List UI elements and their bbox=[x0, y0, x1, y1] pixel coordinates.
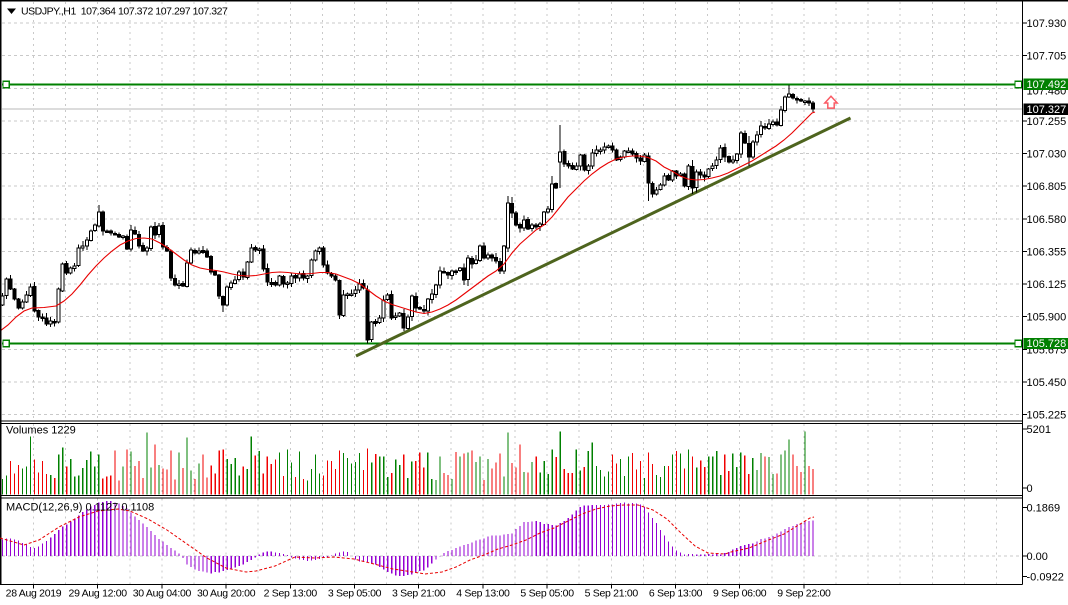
svg-text:MACD(12,26,9) 0.1127 0.1108: MACD(12,26,9) 0.1127 0.1108 bbox=[6, 502, 154, 514]
svg-text:0.1869: 0.1869 bbox=[1027, 503, 1061, 515]
svg-text:0: 0 bbox=[1027, 483, 1033, 495]
svg-text:107.030: 107.030 bbox=[1027, 149, 1067, 161]
svg-text:106.355: 106.355 bbox=[1027, 246, 1067, 258]
svg-text:28 Aug 2019: 28 Aug 2019 bbox=[6, 588, 62, 600]
svg-text:107.705: 107.705 bbox=[1027, 51, 1067, 63]
svg-text:4 Sep 13:00: 4 Sep 13:00 bbox=[456, 588, 510, 600]
svg-text:106.805: 106.805 bbox=[1027, 181, 1067, 193]
svg-text:USDJPY.,H1 107.364 107.372 10: USDJPY.,H1 107.364 107.372 107.297 107.3… bbox=[21, 6, 228, 18]
svg-text:9 Sep 06:00: 9 Sep 06:00 bbox=[713, 588, 767, 600]
svg-text:3 Sep 05:00: 3 Sep 05:00 bbox=[328, 588, 382, 600]
svg-text:105.900: 105.900 bbox=[1027, 312, 1067, 324]
svg-text:105.450: 105.450 bbox=[1027, 377, 1067, 389]
svg-text:2 Sep 13:00: 2 Sep 13:00 bbox=[264, 588, 318, 600]
svg-text:105.225: 105.225 bbox=[1027, 410, 1067, 422]
svg-text:105.728: 105.728 bbox=[1027, 338, 1067, 350]
svg-text:107.492: 107.492 bbox=[1027, 79, 1067, 91]
svg-text:107.255: 107.255 bbox=[1027, 116, 1067, 128]
svg-text:107.327: 107.327 bbox=[1027, 104, 1067, 116]
svg-text:3 Sep 21:00: 3 Sep 21:00 bbox=[392, 588, 446, 600]
svg-text:29 Aug 12:00: 29 Aug 12:00 bbox=[69, 588, 128, 600]
svg-text:106.580: 106.580 bbox=[1027, 214, 1067, 226]
svg-text:Volumes 1229: Volumes 1229 bbox=[6, 425, 76, 437]
svg-text:-0.0922: -0.0922 bbox=[1027, 572, 1064, 584]
svg-text:30 Aug 04:00: 30 Aug 04:00 bbox=[133, 588, 192, 600]
svg-text:107.930: 107.930 bbox=[1027, 18, 1067, 30]
svg-text:5 Sep 05:00: 5 Sep 05:00 bbox=[520, 588, 574, 600]
svg-text:6 Sep 13:00: 6 Sep 13:00 bbox=[649, 588, 703, 600]
svg-text:30 Aug 20:00: 30 Aug 20:00 bbox=[197, 588, 256, 600]
svg-text:106.125: 106.125 bbox=[1027, 279, 1067, 291]
svg-text:0.00: 0.00 bbox=[1027, 551, 1048, 563]
svg-text:5 Sep 21:00: 5 Sep 21:00 bbox=[585, 588, 639, 600]
svg-text:9 Sep 22:00: 9 Sep 22:00 bbox=[777, 588, 831, 600]
svg-text:5201: 5201 bbox=[1027, 424, 1051, 436]
